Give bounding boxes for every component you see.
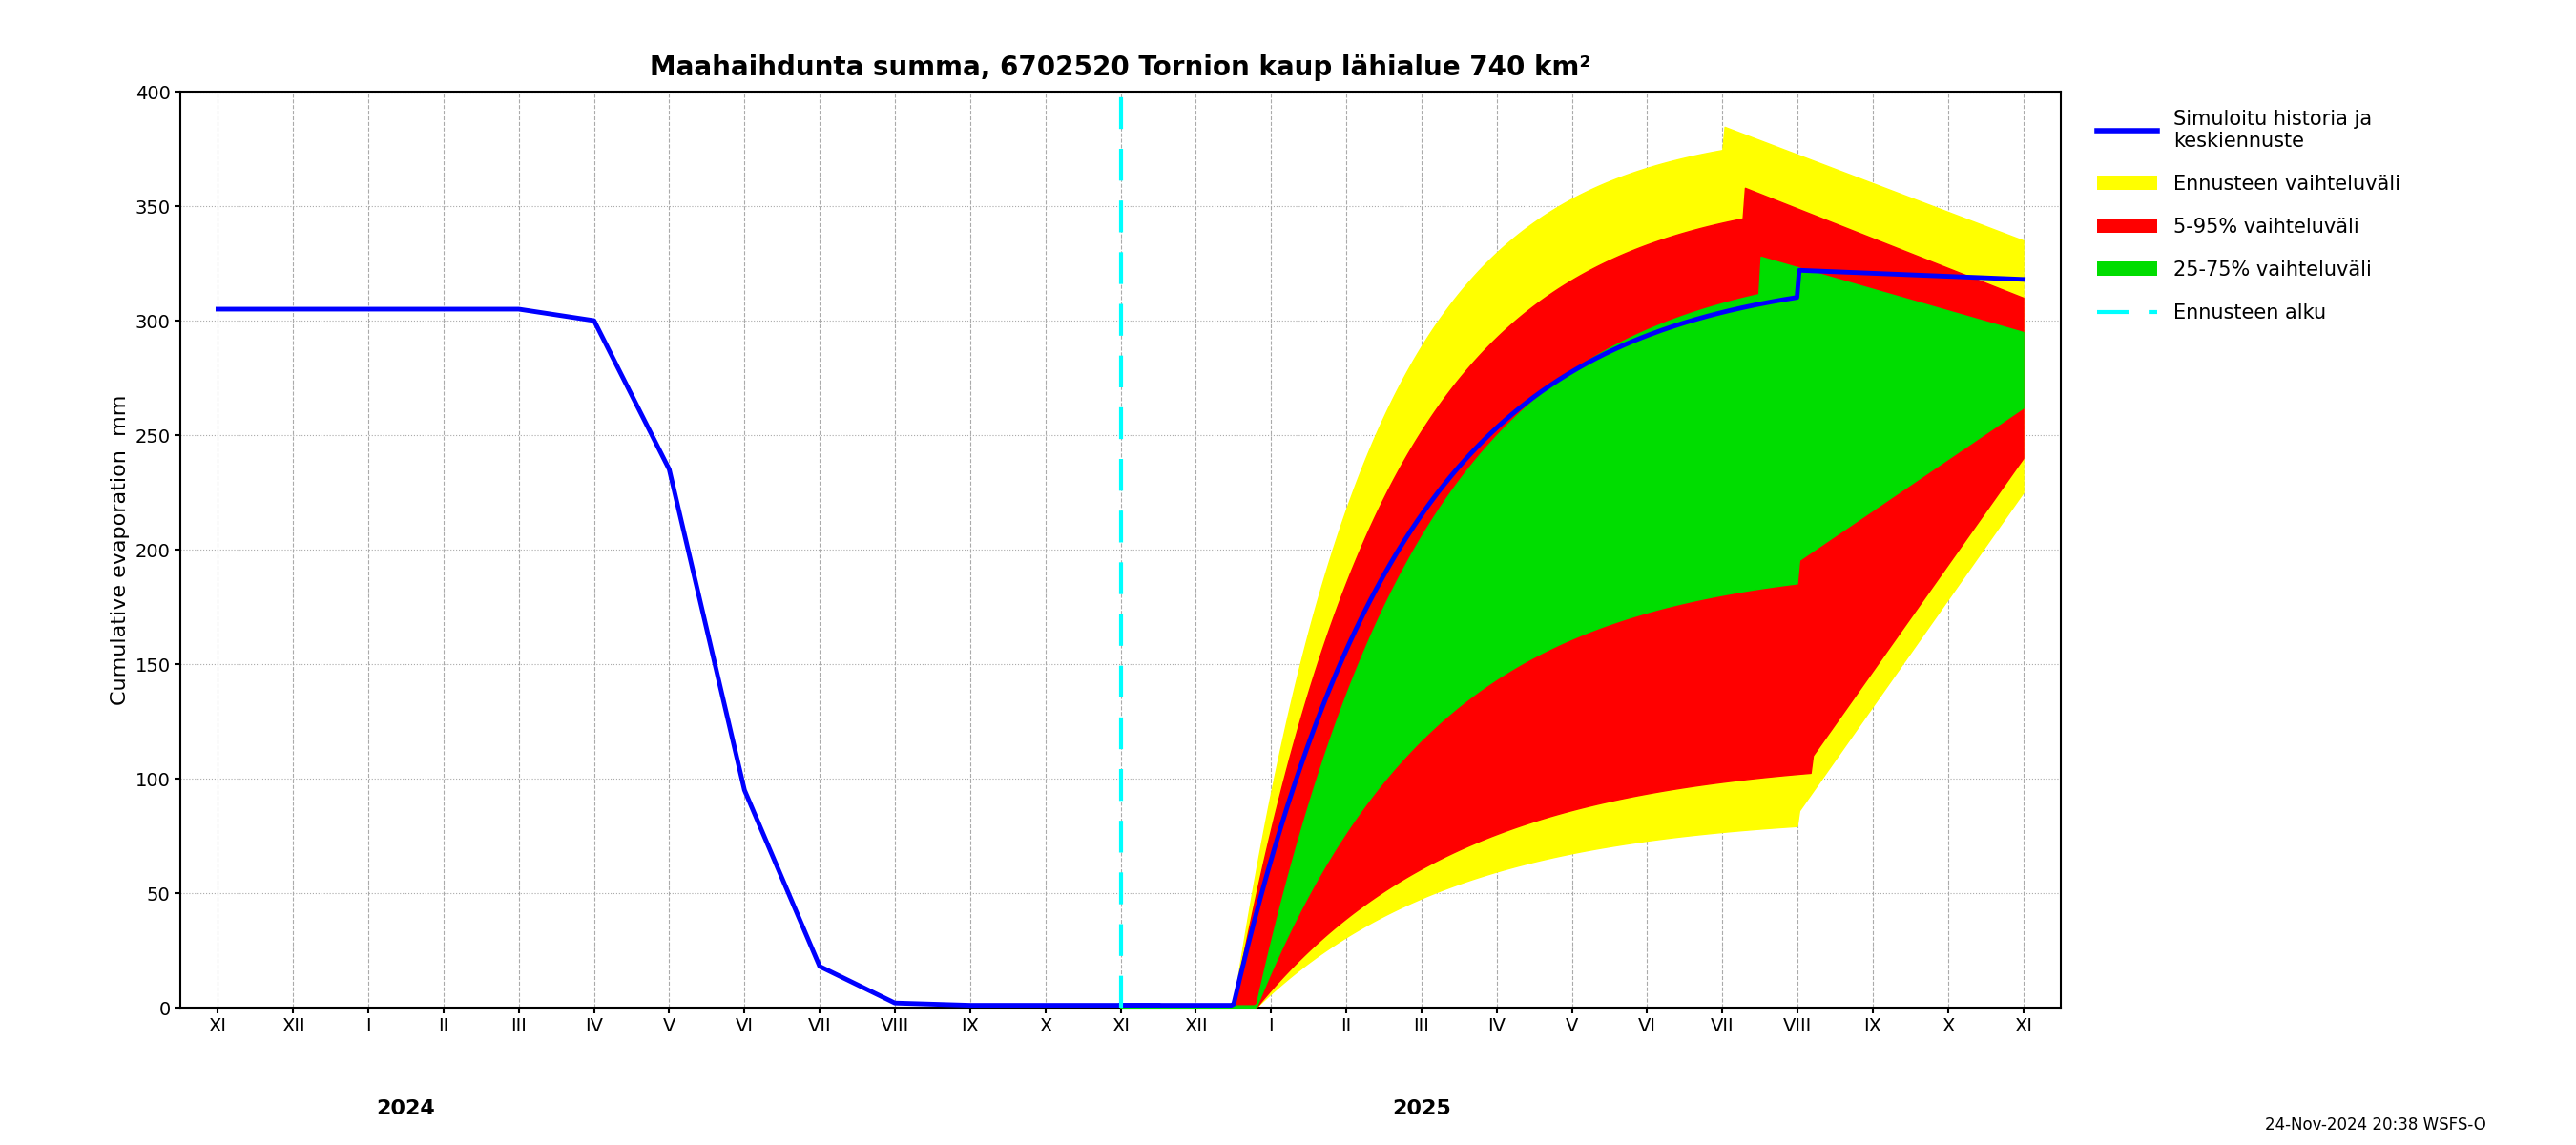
Legend: Simuloitu historia ja
keskiennuste, Ennusteen vaihteluväli, 5-95% vaihteluväli, : Simuloitu historia ja keskiennuste, Ennu…: [2089, 102, 2409, 331]
Title: Maahaihdunta summa, 6702520 Tornion kaup lähialue 740 km²: Maahaihdunta summa, 6702520 Tornion kaup…: [649, 55, 1592, 81]
Y-axis label: Cumulative evaporation  mm: Cumulative evaporation mm: [111, 394, 129, 705]
Text: 24-Nov-2024 20:38 WSFS-O: 24-Nov-2024 20:38 WSFS-O: [2264, 1116, 2486, 1134]
Text: 2025: 2025: [1391, 1099, 1450, 1119]
Text: 2024: 2024: [376, 1099, 435, 1119]
